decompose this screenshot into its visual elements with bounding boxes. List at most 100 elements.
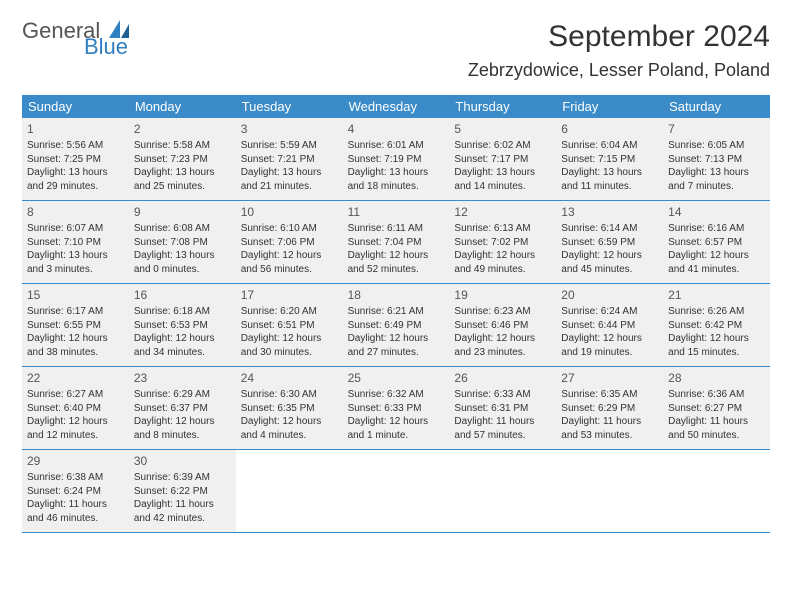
day-info-line: Sunrise: 6:01 AM [348,139,445,153]
day-info-line: Sunset: 6:49 PM [348,319,445,333]
day-cell: 13Sunrise: 6:14 AMSunset: 6:59 PMDayligh… [556,201,663,283]
day-info-line: Daylight: 12 hours [454,332,551,346]
brand-logo: General Blue [22,20,131,58]
dow-cell: Sunday [22,95,129,118]
day-info-line: Sunset: 7:04 PM [348,236,445,250]
day-cell: 6Sunrise: 6:04 AMSunset: 7:15 PMDaylight… [556,118,663,200]
day-info-line: Daylight: 13 hours [454,166,551,180]
day-number: 21 [668,287,765,303]
day-info-line: and 52 minutes. [348,263,445,277]
day-info-line: Sunset: 6:59 PM [561,236,658,250]
day-info-line: Sunset: 7:06 PM [241,236,338,250]
day-cell: 26Sunrise: 6:33 AMSunset: 6:31 PMDayligh… [449,367,556,449]
day-info-line: Sunset: 6:22 PM [134,485,231,499]
day-info-line: and 49 minutes. [454,263,551,277]
day-number: 19 [454,287,551,303]
day-info-line: Sunrise: 6:04 AM [561,139,658,153]
day-info-line: Sunrise: 6:11 AM [348,222,445,236]
day-info-line: Daylight: 12 hours [241,415,338,429]
day-info-line: Daylight: 13 hours [561,166,658,180]
day-info-line: and 56 minutes. [241,263,338,277]
day-info-line: Daylight: 11 hours [134,498,231,512]
day-info-line: Sunrise: 6:05 AM [668,139,765,153]
week-row: 1Sunrise: 5:56 AMSunset: 7:25 PMDaylight… [22,118,770,201]
day-number: 22 [27,370,124,386]
day-info-line: Sunrise: 5:56 AM [27,139,124,153]
day-info-line: Sunrise: 6:20 AM [241,305,338,319]
dow-header-row: SundayMondayTuesdayWednesdayThursdayFrid… [22,95,770,118]
day-info-line: Daylight: 12 hours [134,415,231,429]
day-info-line: and 11 minutes. [561,180,658,194]
day-number: 14 [668,204,765,220]
day-number: 29 [27,453,124,469]
day-info-line: Sunset: 6:35 PM [241,402,338,416]
day-info-line: Daylight: 11 hours [561,415,658,429]
day-info-line: and 42 minutes. [134,512,231,526]
day-number: 6 [561,121,658,137]
day-number: 15 [27,287,124,303]
day-info-line: Daylight: 13 hours [241,166,338,180]
day-info-line: Sunrise: 6:36 AM [668,388,765,402]
day-info-line: Sunset: 6:53 PM [134,319,231,333]
brand-part2: Blue [84,36,131,58]
day-number: 8 [27,204,124,220]
day-cell: 27Sunrise: 6:35 AMSunset: 6:29 PMDayligh… [556,367,663,449]
day-info-line: and 19 minutes. [561,346,658,360]
day-cell: 23Sunrise: 6:29 AMSunset: 6:37 PMDayligh… [129,367,236,449]
day-cell: 20Sunrise: 6:24 AMSunset: 6:44 PMDayligh… [556,284,663,366]
day-cell: 11Sunrise: 6:11 AMSunset: 7:04 PMDayligh… [343,201,450,283]
day-info-line: Sunset: 7:19 PM [348,153,445,167]
day-cell: 17Sunrise: 6:20 AMSunset: 6:51 PMDayligh… [236,284,343,366]
day-number: 28 [668,370,765,386]
day-number: 25 [348,370,445,386]
day-info-line: and 12 minutes. [27,429,124,443]
day-info-line: Daylight: 12 hours [668,332,765,346]
day-info-line: Sunrise: 6:24 AM [561,305,658,319]
day-info-line: Daylight: 12 hours [561,332,658,346]
day-cell: 4Sunrise: 6:01 AMSunset: 7:19 PMDaylight… [343,118,450,200]
day-info-line: Daylight: 12 hours [348,415,445,429]
day-info-line: and 3 minutes. [27,263,124,277]
day-info-line: Daylight: 13 hours [668,166,765,180]
day-info-line: Sunrise: 6:32 AM [348,388,445,402]
day-info-line: Sunrise: 6:13 AM [454,222,551,236]
day-info-line: Daylight: 12 hours [27,332,124,346]
day-cell: 18Sunrise: 6:21 AMSunset: 6:49 PMDayligh… [343,284,450,366]
day-cell: 22 Sunrise: 6:27 AMSunset: 6:40 PMDayligh… [22,367,129,449]
day-info-line: Sunrise: 6:26 AM [668,305,765,319]
day-number: 11 [348,204,445,220]
day-number: 10 [241,204,338,220]
location-text: Zebrzydowice, Lesser Poland, Poland [468,60,770,81]
day-cell: 8Sunrise: 6:07 AMSunset: 7:10 PMDaylight… [22,201,129,283]
week-row: 22Sunrise: 6:27 AMSunset: 6:40 PMDayligh… [22,367,770,450]
day-cell: 19Sunrise: 6:23 AMSunset: 6:46 PMDayligh… [449,284,556,366]
weeks-container: 1Sunrise: 5:56 AMSunset: 7:25 PMDaylight… [22,118,770,533]
day-number: 18 [348,287,445,303]
day-info-line: Sunrise: 6:07 AM [27,222,124,236]
day-info-line: Sunrise: 6:27 AM [27,388,124,402]
day-info-line: and 34 minutes. [134,346,231,360]
day-info-line: Daylight: 13 hours [348,166,445,180]
day-info-line: Sunset: 6:40 PM [27,402,124,416]
day-number: 3 [241,121,338,137]
day-cell: 30Sunrise: 6:39 AMSunset: 6:22 PMDayligh… [129,450,236,532]
day-cell: 15Sunrise: 6:17 AMSunset: 6:55 PMDayligh… [22,284,129,366]
day-info-line: Sunset: 7:21 PM [241,153,338,167]
day-info-line: and 1 minute. [348,429,445,443]
day-cell: 9Sunrise: 6:08 AMSunset: 7:08 PMDaylight… [129,201,236,283]
day-info-line: and 4 minutes. [241,429,338,443]
week-row: 29Sunrise: 6:38 AMSunset: 6:24 PMDayligh… [22,450,770,533]
day-info-line: Sunset: 6:46 PM [454,319,551,333]
day-info-line: Sunset: 7:17 PM [454,153,551,167]
day-info-line: and 0 minutes. [134,263,231,277]
day-info-line: and 45 minutes. [561,263,658,277]
day-info-line: Sunrise: 6:33 AM [454,388,551,402]
day-info-line: and 50 minutes. [668,429,765,443]
day-info-line: Daylight: 12 hours [134,332,231,346]
day-info-line: Sunset: 6:44 PM [561,319,658,333]
day-info-line: Sunrise: 6:18 AM [134,305,231,319]
day-info-line: Sunrise: 6:30 AM [241,388,338,402]
day-info-line: Sunrise: 6:39 AM [134,471,231,485]
day-info-line: Daylight: 13 hours [134,166,231,180]
day-info-line: Daylight: 12 hours [27,415,124,429]
